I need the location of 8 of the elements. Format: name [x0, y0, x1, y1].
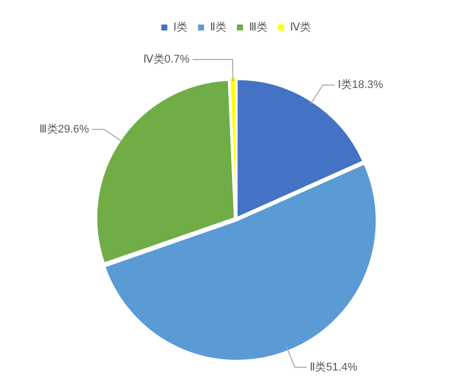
data-label: Ⅰ类18.3% — [338, 78, 384, 92]
data-label: Ⅳ类0.7% — [143, 52, 190, 66]
data-label: Ⅱ类51.4% — [310, 360, 358, 374]
legend-label: Ⅳ类 — [290, 20, 312, 34]
legend-label: Ⅰ类 — [173, 20, 188, 34]
legend-label: Ⅲ类 — [248, 20, 268, 34]
data-label: Ⅲ类29.6% — [39, 122, 90, 136]
legend-label: Ⅱ类 — [210, 20, 226, 34]
